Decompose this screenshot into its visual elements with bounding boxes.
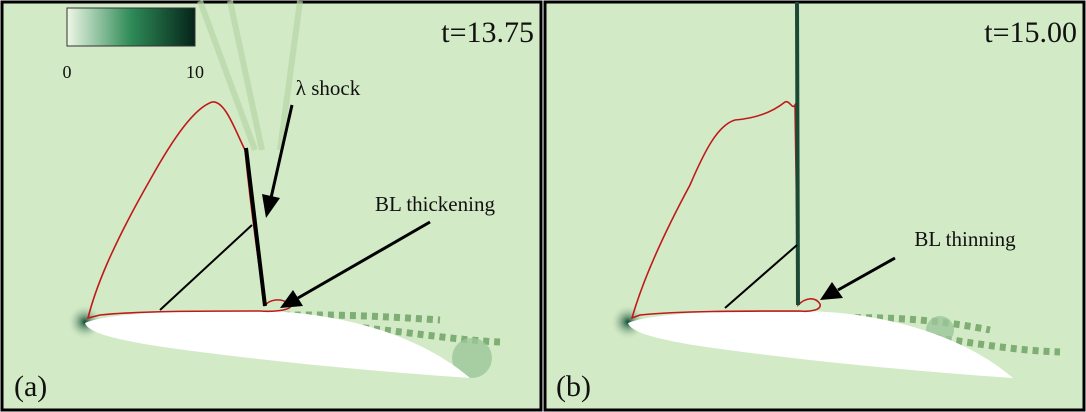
colorbar: [67, 8, 195, 46]
annotation: λ shock: [296, 76, 361, 100]
colorbar-max: 10: [186, 62, 204, 82]
panel-label: (a): [14, 370, 47, 403]
annotation: BL thickening: [375, 192, 495, 216]
annotation: BL thinning: [914, 227, 1016, 251]
shock: [797, 2, 798, 305]
time-label: t=15.00: [984, 16, 1077, 49]
panel-a: 0 10 t=13.75 λ shock BL thickening (a): [2, 1, 541, 410]
panel-label: (b): [556, 370, 591, 403]
panel-b: t=15.00 BL thinning (b): [545, 2, 1084, 410]
figure: 0 10 t=13.75 λ shock BL thickening (a) t…: [0, 0, 1086, 412]
time-label: t=13.75: [441, 16, 534, 49]
colorbar-min: 0: [63, 62, 72, 82]
